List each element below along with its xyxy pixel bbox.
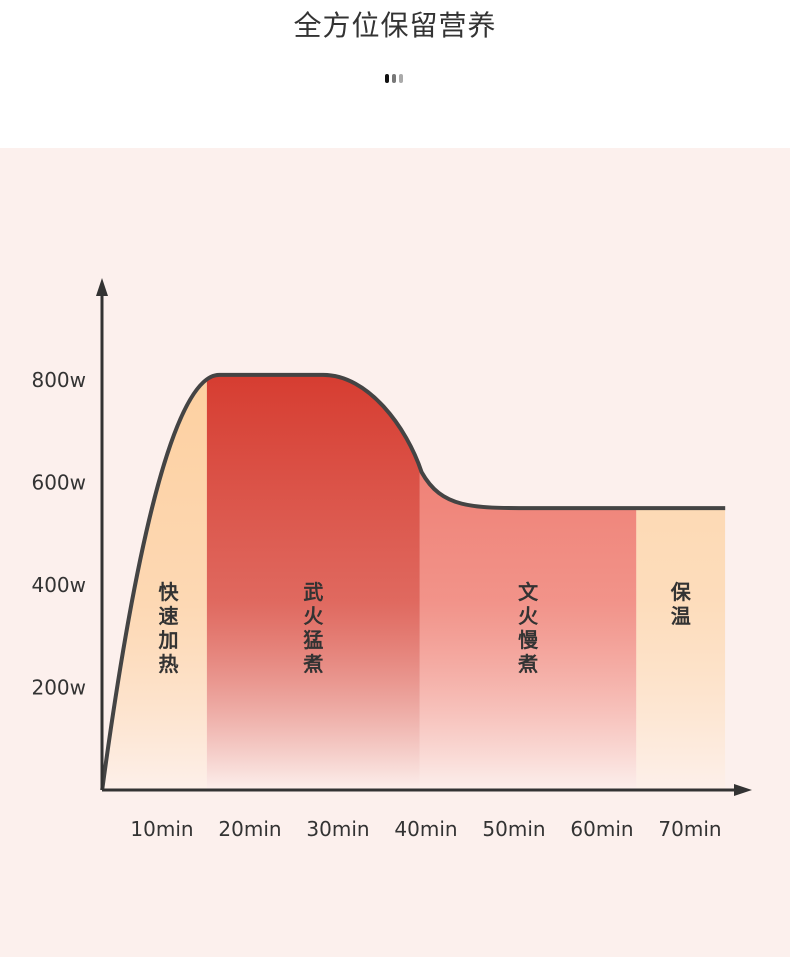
y-tick-label: 200w — [31, 676, 86, 700]
pager-dot[interactable] — [392, 74, 396, 83]
page-title: 全方位保留营养 — [293, 9, 497, 42]
pager-dots — [385, 74, 403, 83]
x-tick-label: 70min — [658, 817, 721, 841]
pager-dot[interactable] — [399, 74, 403, 83]
power-curve — [100, 372, 726, 791]
stage-label-keep-warm: 保温 — [670, 580, 691, 628]
stage-label-fast-heat: 快速加热 — [158, 580, 179, 676]
y-tick-label: 400w — [31, 573, 86, 597]
x-tick-label: 50min — [482, 817, 545, 841]
y-tick-label: 800w — [31, 368, 86, 392]
x-axis-arrow-icon — [734, 784, 752, 796]
stage-fills — [102, 374, 726, 790]
stage-label-slow-simmer: 文火慢煮 — [518, 580, 539, 676]
x-tick-label: 60min — [570, 817, 633, 841]
x-tick-label: 30min — [306, 817, 369, 841]
stage-area — [102, 374, 207, 790]
pager-dot[interactable] — [385, 74, 389, 83]
y-axis-arrow-icon — [96, 278, 108, 296]
stage-label-high-boil: 武火猛煮 — [303, 580, 324, 676]
x-tick-label: 20min — [218, 817, 281, 841]
y-tick-label: 600w — [31, 471, 86, 495]
stage-area — [206, 374, 420, 790]
x-tick-label: 10min — [130, 817, 193, 841]
x-tick-label: 40min — [394, 817, 457, 841]
